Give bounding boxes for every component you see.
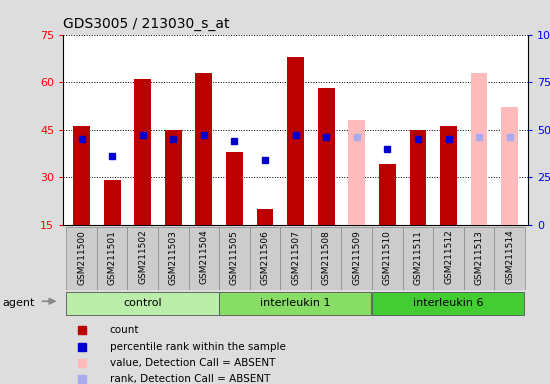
Text: GSM211504: GSM211504: [200, 230, 208, 285]
Bar: [342, 227, 372, 290]
Bar: [372, 227, 403, 290]
Bar: [226, 152, 243, 225]
Bar: [67, 292, 218, 316]
Bar: [195, 73, 212, 225]
Bar: [189, 227, 219, 290]
Text: GSM211502: GSM211502: [138, 230, 147, 285]
Bar: [471, 73, 487, 225]
Text: value, Detection Call = ABSENT: value, Detection Call = ABSENT: [109, 358, 275, 368]
Text: GDS3005 / 213030_s_at: GDS3005 / 213030_s_at: [63, 17, 230, 31]
Bar: [104, 180, 120, 225]
Text: GSM211508: GSM211508: [322, 230, 331, 285]
Bar: [134, 79, 151, 225]
Bar: [348, 120, 365, 225]
Text: rank, Detection Call = ABSENT: rank, Detection Call = ABSENT: [109, 374, 270, 384]
Bar: [464, 227, 494, 290]
Text: GSM211513: GSM211513: [475, 230, 483, 285]
Text: GSM211512: GSM211512: [444, 230, 453, 285]
Text: agent: agent: [3, 298, 35, 308]
Text: GSM211509: GSM211509: [353, 230, 361, 285]
Bar: [97, 227, 128, 290]
Text: GSM211500: GSM211500: [77, 230, 86, 285]
Bar: [501, 108, 518, 225]
Bar: [494, 227, 525, 290]
Text: GSM211514: GSM211514: [505, 230, 514, 285]
Bar: [372, 292, 524, 316]
Text: interleukin 1: interleukin 1: [260, 298, 331, 308]
Bar: [128, 227, 158, 290]
Bar: [287, 57, 304, 225]
Text: GSM211506: GSM211506: [261, 230, 270, 285]
Bar: [318, 88, 334, 225]
Bar: [165, 130, 182, 225]
Bar: [250, 227, 280, 290]
Text: GSM211511: GSM211511: [414, 230, 422, 285]
Bar: [219, 227, 250, 290]
Bar: [67, 227, 97, 290]
Bar: [379, 164, 396, 225]
Text: interleukin 6: interleukin 6: [413, 298, 484, 308]
Bar: [219, 292, 371, 316]
Bar: [158, 227, 189, 290]
Text: GSM211507: GSM211507: [291, 230, 300, 285]
Text: GSM211505: GSM211505: [230, 230, 239, 285]
Bar: [433, 227, 464, 290]
Text: count: count: [109, 326, 139, 336]
Text: GSM211510: GSM211510: [383, 230, 392, 285]
Text: percentile rank within the sample: percentile rank within the sample: [109, 342, 285, 352]
Bar: [257, 209, 273, 225]
Bar: [440, 126, 457, 225]
Bar: [403, 227, 433, 290]
Text: GSM211503: GSM211503: [169, 230, 178, 285]
Text: control: control: [123, 298, 162, 308]
Bar: [311, 227, 342, 290]
Bar: [280, 227, 311, 290]
Bar: [73, 126, 90, 225]
Bar: [410, 130, 426, 225]
Text: GSM211501: GSM211501: [108, 230, 117, 285]
